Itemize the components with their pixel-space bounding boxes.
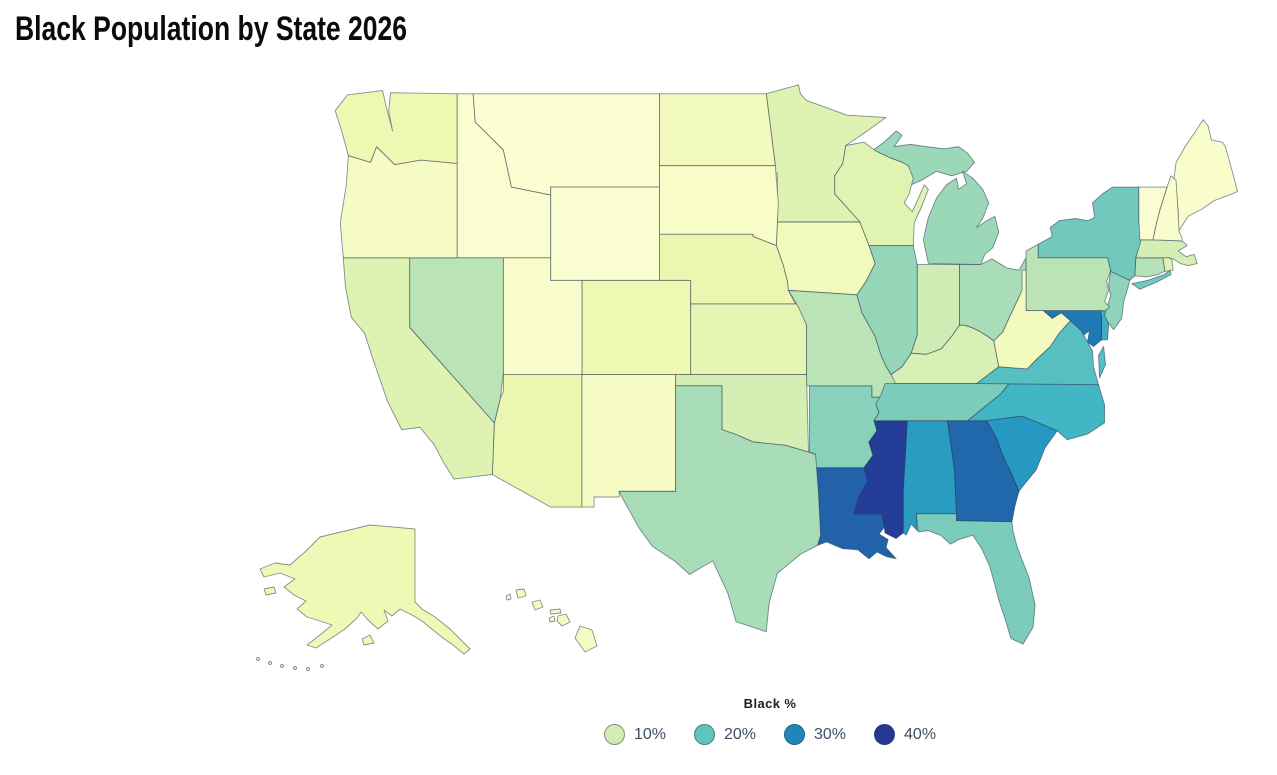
legend-swatch-20-icon bbox=[693, 724, 715, 745]
state-hi[interactable] bbox=[550, 609, 561, 614]
hawaii-group bbox=[506, 589, 597, 652]
legend-swatch-30-icon bbox=[784, 724, 805, 745]
state-nd[interactable] bbox=[659, 94, 775, 166]
state-sd[interactable] bbox=[659, 166, 778, 246]
state-ri[interactable] bbox=[1163, 258, 1173, 271]
legend-label: 40% bbox=[904, 725, 937, 743]
state-ar[interactable] bbox=[810, 386, 884, 468]
state-ia[interactable] bbox=[776, 222, 875, 295]
legend-item-30: 30% bbox=[784, 724, 846, 745]
legend: Black % 10% 20% 30% 40% bbox=[590, 696, 950, 745]
state-ak[interactable] bbox=[269, 662, 272, 665]
state-hi[interactable] bbox=[532, 600, 543, 610]
state-sc[interactable] bbox=[987, 416, 1057, 491]
state-me[interactable] bbox=[1174, 120, 1237, 232]
state-wi[interactable] bbox=[835, 142, 929, 245]
legend-item-40: 40% bbox=[874, 724, 936, 745]
legend-label: 30% bbox=[814, 725, 847, 743]
lower48-group bbox=[335, 85, 1237, 644]
state-nj[interactable] bbox=[1105, 271, 1130, 329]
state-nm[interactable] bbox=[582, 375, 676, 508]
state-mi[interactable] bbox=[923, 171, 999, 264]
state-hi[interactable] bbox=[506, 594, 511, 600]
state-ak[interactable] bbox=[307, 668, 310, 671]
state-ak[interactable] bbox=[294, 667, 297, 670]
state-tx[interactable] bbox=[619, 386, 820, 632]
state-va[interactable] bbox=[1099, 347, 1106, 378]
state-ks[interactable] bbox=[691, 304, 807, 375]
state-az[interactable] bbox=[492, 375, 582, 508]
state-ny[interactable] bbox=[1038, 187, 1141, 280]
state-hi[interactable] bbox=[516, 589, 526, 598]
state-hi[interactable] bbox=[557, 614, 570, 626]
legend-title: Black % bbox=[743, 696, 797, 711]
state-fl[interactable] bbox=[916, 514, 1035, 644]
alaska-group bbox=[257, 525, 471, 671]
state-hi[interactable] bbox=[575, 626, 597, 652]
state-ak[interactable] bbox=[281, 665, 284, 668]
state-vt[interactable] bbox=[1139, 187, 1167, 240]
state-ak[interactable] bbox=[260, 525, 470, 654]
legend-items: 10% 20% 30% 40% bbox=[590, 724, 950, 745]
state-pa[interactable] bbox=[1026, 244, 1111, 310]
legend-label: 10% bbox=[633, 725, 666, 743]
state-ak[interactable] bbox=[257, 658, 260, 661]
state-ak[interactable] bbox=[321, 665, 324, 668]
legend-swatch-40-icon bbox=[874, 724, 896, 745]
state-wv[interactable] bbox=[994, 270, 1071, 369]
state-wa[interactable] bbox=[335, 90, 457, 164]
state-ak[interactable] bbox=[264, 587, 276, 595]
state-ak[interactable] bbox=[362, 635, 374, 645]
legend-label: 20% bbox=[723, 725, 756, 743]
state-ct[interactable] bbox=[1135, 258, 1165, 277]
legend-item-20: 20% bbox=[693, 724, 756, 745]
state-co[interactable] bbox=[582, 280, 691, 374]
state-ms[interactable] bbox=[854, 421, 907, 539]
state-wy[interactable] bbox=[551, 187, 660, 280]
legend-item-10: 10% bbox=[603, 724, 666, 745]
state-ny[interactable] bbox=[1132, 270, 1171, 289]
state-hi[interactable] bbox=[549, 616, 555, 622]
legend-swatch-10-icon bbox=[603, 724, 625, 745]
state-tn[interactable] bbox=[874, 384, 1009, 421]
page-title: Black Population by State 2026 bbox=[15, 10, 408, 48]
